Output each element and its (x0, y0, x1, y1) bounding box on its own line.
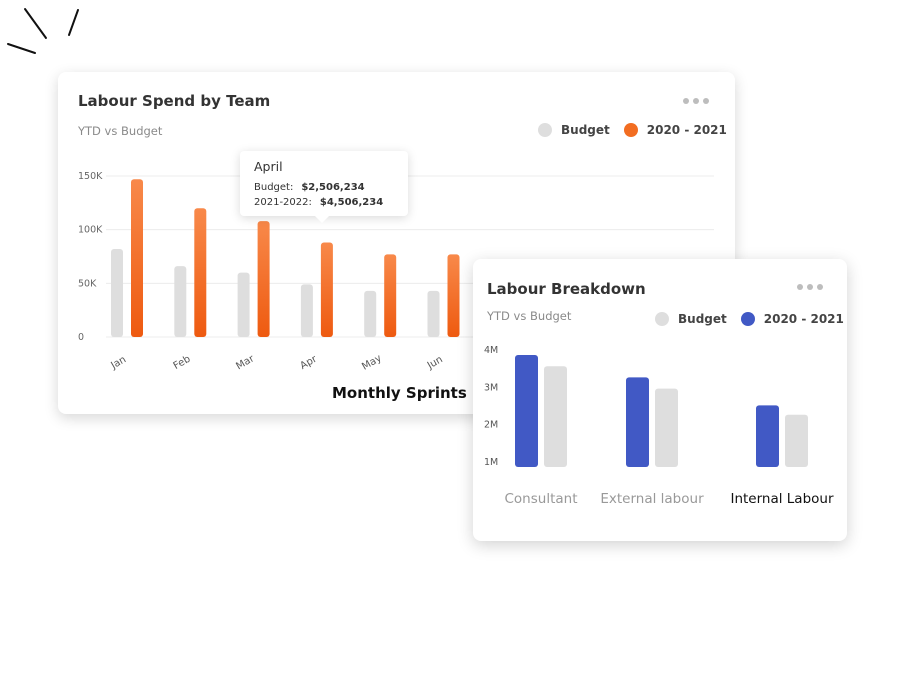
legend-item-budget: Budget (538, 123, 610, 137)
tooltip-title: April (254, 159, 283, 174)
tooltip-label-budget: Budget: (254, 182, 294, 193)
legend-swatch-budget (538, 123, 552, 137)
chart-tooltip: April Budget: $2,506,234 2021-2022: $4,506… (240, 151, 408, 223)
chart-subtitle: YTD vs Budget (487, 309, 572, 323)
y-tick-label: 3M (484, 382, 498, 393)
decorative-spark-lines (7, 8, 79, 54)
bar-2020-2021 (626, 377, 649, 467)
x-tick-label: Consultant (505, 491, 578, 507)
bar-budget (364, 290, 377, 337)
x-tick-label: Mar (234, 353, 257, 372)
legend-swatch-budget (655, 312, 669, 326)
x-axis-title: Monthly Sprints (332, 384, 467, 402)
chart-legend: Budget 2020 - 2021 (655, 312, 844, 326)
y-tick-label: 50K (78, 278, 97, 289)
tooltip-value-current: $4,506,234 (319, 197, 384, 208)
x-tick-label: May (360, 353, 383, 373)
y-tick-label: 2M (484, 420, 498, 431)
y-tick-label: 100K (78, 225, 103, 236)
bar-budget (300, 284, 313, 337)
legend-item-current: 2020 - 2021 (740, 312, 844, 326)
x-tick-label: Internal Labour (730, 491, 833, 507)
y-tick-label: 150K (78, 171, 103, 182)
tooltip-label-current: 2021-2022: (254, 197, 312, 208)
y-tick-label: 0 (78, 332, 84, 343)
bar-2020-2021 (194, 208, 207, 337)
labour-spend-plot: 0 50K 100K 150K Jan Feb Mar Apr May Jun (78, 171, 714, 373)
tooltip-row-budget: Budget: $2,506,234 (254, 182, 365, 193)
more-options-icon[interactable] (683, 98, 709, 104)
legend-label-current: 2020 - 2021 (646, 123, 727, 137)
chart-legend: Budget 2020 - 2021 (538, 123, 727, 137)
x-tick-label: Jun (425, 354, 445, 372)
x-tick-label: Feb (172, 354, 193, 372)
labour-spend-card: Labour Spend by Team YTD vs Budget Budge… (58, 72, 735, 414)
bar-2020-2021 (320, 242, 333, 337)
y-tick-label: 4M (484, 345, 498, 356)
labour-breakdown-plot: 1M 2M 3M 4M Consultant External labour Interna… (484, 345, 834, 507)
y-tick-label: 1M (484, 457, 498, 468)
bar-budget (174, 266, 187, 337)
legend-item-current: 2020 - 2021 (623, 123, 727, 137)
legend-swatch-current (623, 123, 638, 137)
bar-2020-2021 (384, 254, 397, 337)
tooltip-value-budget: $2,506,234 (301, 182, 365, 193)
bar-2020-2021 (515, 355, 538, 467)
bar-2020-2021 (447, 254, 460, 337)
chart-title: Labour Spend by Team (78, 92, 271, 110)
bar-budget (237, 272, 250, 337)
legend-label-budget: Budget (561, 123, 610, 137)
tooltip-row-current: 2021-2022: $4,506,234 (254, 197, 383, 208)
x-tick-label: Jan (108, 354, 128, 372)
bar-budget (427, 290, 440, 337)
chart-title: Labour Breakdown (487, 280, 646, 298)
bar-2020-2021 (131, 179, 143, 337)
x-tick-label: External labour (600, 491, 704, 507)
legend-label-current: 2020 - 2021 (763, 312, 844, 326)
bar-budget (544, 366, 567, 467)
bar-2020-2021 (756, 405, 779, 467)
legend-item-budget: Budget (655, 312, 727, 326)
labour-breakdown-card: Labour Breakdown YTD vs Budget Budget 20… (473, 259, 847, 541)
bar-budget (655, 388, 678, 467)
chart-subtitle: YTD vs Budget (78, 124, 163, 138)
bar-budget (111, 248, 123, 337)
legend-label-budget: Budget (678, 312, 727, 326)
x-tick-label: Apr (298, 353, 319, 372)
bar-2020-2021 (257, 221, 270, 337)
legend-swatch-current (740, 312, 755, 326)
bar-budget (785, 414, 808, 467)
more-options-icon[interactable] (797, 284, 823, 290)
